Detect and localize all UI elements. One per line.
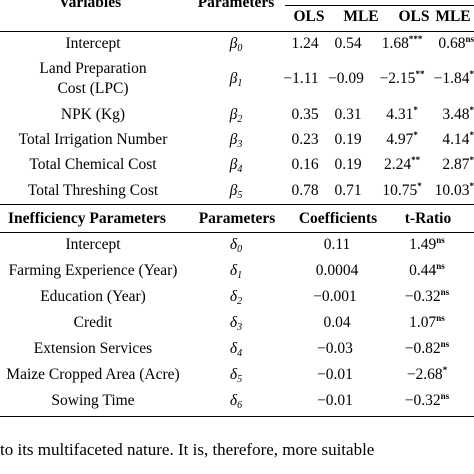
- row-t-mle: 3.48*: [442, 105, 474, 123]
- row-variable: Total Threshing Cost: [27, 182, 159, 199]
- ineff-param: δ0: [229, 236, 243, 255]
- header-ols-2: OLS: [398, 8, 430, 25]
- ineff-variable: Education (Year): [40, 288, 146, 305]
- ineff-coef: 0.11: [323, 236, 351, 253]
- body-paragraph-line: to its multifaceted nature. It is, there…: [0, 440, 375, 459]
- ineff-variable: Intercept: [65, 236, 121, 253]
- ineff-header-coefficients: Coefficients: [298, 210, 378, 227]
- row-t-mle: 0.68ns: [438, 34, 474, 52]
- row-variable-line2: Cost (LPC): [57, 80, 129, 97]
- row-variable: Total Irrigation Number: [18, 131, 168, 148]
- row-t-ols: 4.97*: [386, 130, 418, 148]
- row-ols: 0.35: [291, 106, 319, 123]
- row-ols: 0.78: [291, 182, 319, 199]
- ineff-coef: 0.0004: [315, 262, 359, 279]
- header-rule: [0, 31, 474, 32]
- ineff-variable: Sowing Time: [51, 392, 135, 409]
- row-t-ols: 2.24**: [383, 155, 421, 173]
- row-param: β3: [229, 131, 243, 150]
- ineff-header-tratio: t-Ratio: [404, 210, 452, 227]
- bottom-rule: [0, 416, 474, 417]
- ineff-coef: −0.03: [317, 340, 353, 357]
- ineff-variable: Farming Experience (Year): [8, 262, 178, 279]
- row-mle: 0.54: [334, 35, 362, 52]
- ineff-t: −0.32ns: [404, 391, 450, 409]
- ineff-param: δ3: [229, 314, 243, 333]
- row-ols: 0.23: [291, 131, 319, 148]
- ineff-t: −0.82ns: [404, 339, 450, 357]
- row-mle: 0.19: [334, 156, 362, 173]
- header-variables: Variables: [58, 0, 122, 11]
- ineff-param: δ4: [229, 340, 243, 359]
- ineff-t: 1.07ns: [409, 313, 445, 331]
- row-t-ols: −2.15**: [379, 69, 425, 87]
- row-mle: 0.71: [334, 182, 362, 199]
- ineff-param: δ5: [229, 366, 243, 385]
- row-t-mle: 4.14*: [442, 130, 474, 148]
- row-t-ols: 4.31*: [386, 105, 418, 123]
- header-subrule: [285, 5, 474, 6]
- ineff-header-parameters: Parameters: [198, 210, 276, 227]
- row-mle: −0.09: [328, 70, 364, 87]
- ineff-param: δ2: [229, 288, 243, 307]
- row-param: β4: [229, 156, 243, 175]
- row-t-mle: −1.84*: [433, 69, 474, 87]
- ineff-coef: −0.01: [317, 366, 353, 383]
- ineff-variable: Extension Services: [33, 340, 153, 357]
- row-t-ols: 1.68***: [381, 34, 423, 52]
- ineff-t: −0.32ns: [404, 287, 450, 305]
- row-param: β5: [229, 182, 243, 201]
- ineff-variable: Maize Cropped Area (Acre): [6, 366, 180, 383]
- ineff-t: 0.44ns: [409, 261, 445, 279]
- row-t-mle: 10.03*: [434, 181, 474, 199]
- row-t-mle: 2.87*: [442, 155, 474, 173]
- ineff-title: Inefficiency Parameters: [8, 210, 166, 227]
- ineff-param: δ1: [229, 262, 243, 281]
- header-parameters: Parameters: [197, 0, 275, 11]
- ineff-t: −2.68*: [406, 365, 448, 383]
- row-ols: 0.16: [291, 156, 319, 173]
- row-param: β1: [229, 70, 243, 89]
- row-variable-line1: Land Preparation: [39, 60, 147, 77]
- ineff-coef: −0.001: [313, 288, 357, 305]
- ineff-param: δ6: [229, 392, 243, 411]
- row-param: β0: [229, 35, 243, 54]
- ineff-header-rule: [0, 232, 474, 233]
- row-ols: 1.24: [291, 35, 319, 52]
- header-mle-1: MLE: [343, 8, 379, 25]
- ineff-t: 1.49ns: [409, 235, 445, 253]
- ineff-variable: Credit: [73, 314, 113, 331]
- header-mle-2: MLE: [435, 8, 471, 25]
- ineff-coef: 0.04: [323, 314, 351, 331]
- section-rule: [0, 204, 474, 205]
- ineff-coef: −0.01: [317, 392, 353, 409]
- row-ols: −1.11: [283, 70, 319, 87]
- row-variable: Intercept: [65, 35, 121, 52]
- row-param: β2: [229, 106, 243, 125]
- row-mle: 0.19: [334, 131, 362, 148]
- row-mle: 0.31: [334, 106, 362, 123]
- header-ols-1: OLS: [293, 8, 325, 25]
- row-variable: NPK (Kg): [60, 106, 126, 123]
- row-variable: Total Chemical Cost: [29, 156, 157, 173]
- row-t-ols: 10.75*: [382, 181, 422, 199]
